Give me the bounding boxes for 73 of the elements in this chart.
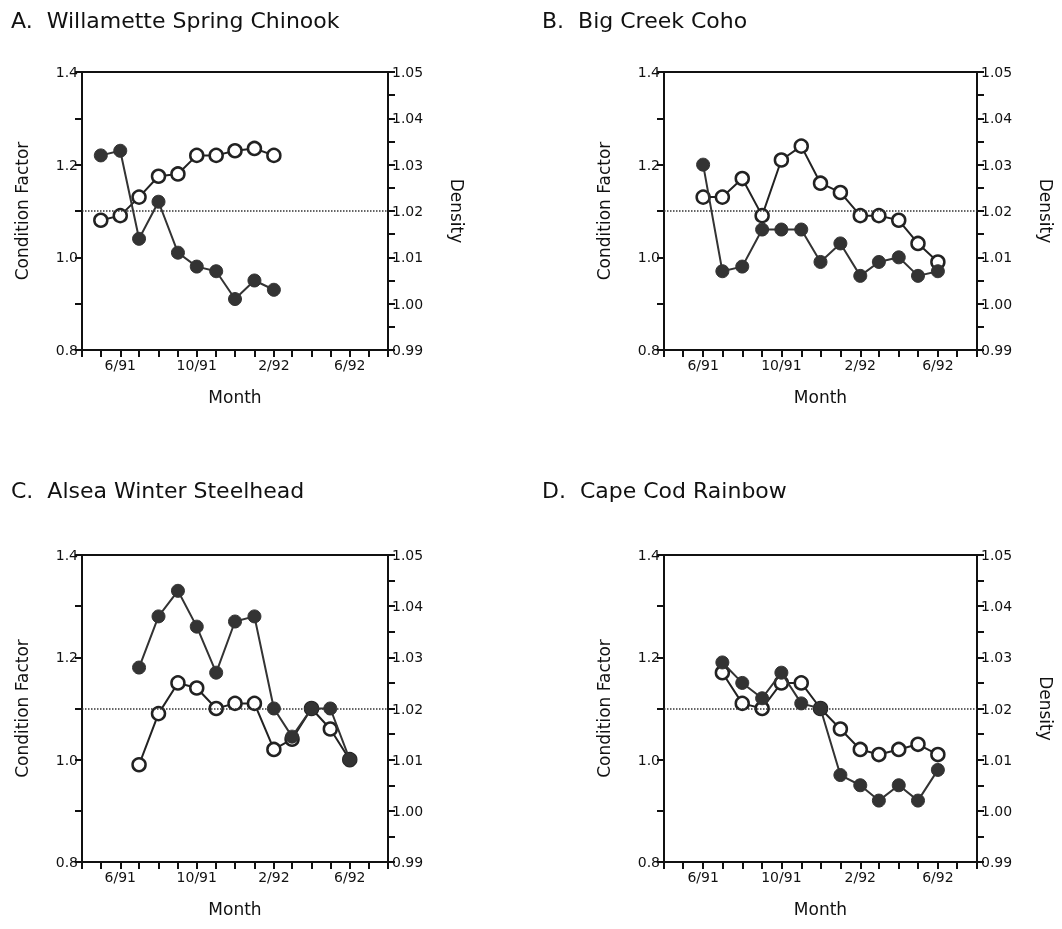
y-axis-title: Condition Factor — [593, 639, 614, 778]
x-tick-label: 6/91 — [104, 869, 136, 885]
y2-tick-label: 1.05 — [392, 547, 424, 563]
y2-tick-label: 1.01 — [392, 751, 424, 768]
y2-tick-label: 1.04 — [981, 110, 1013, 127]
chart-title: B. Big Creek Coho — [542, 7, 748, 33]
y2-tick-label: 0.99 — [981, 854, 1013, 870]
chart-title: C. Alsea Winter Steelhead — [11, 477, 305, 503]
y2-tick-label: 1.03 — [981, 649, 1013, 666]
y2-tick-label: 1.01 — [392, 249, 424, 266]
x-tick-label: 10/91 — [176, 357, 217, 373]
x-axis-title: Month — [208, 898, 262, 919]
y2-tick-label: 1.05 — [392, 64, 424, 80]
y-tick-label: 1.2 — [55, 649, 78, 666]
y2-tick-label: 1.02 — [392, 700, 424, 717]
y2-tick-label: 1.00 — [981, 802, 1013, 819]
y2-tick-label: 1.00 — [392, 295, 424, 312]
x-axis-title: Month — [793, 898, 848, 919]
y2-tick-label: 1.05 — [981, 547, 1013, 563]
y2-tick-label: 0.99 — [392, 854, 424, 870]
y2-axis-title: Density — [1035, 178, 1056, 244]
x-tick-label: 6/92 — [334, 357, 366, 373]
y-tick-label: 0.8 — [55, 854, 78, 870]
y2-tick-label: 1.05 — [981, 64, 1013, 80]
x-tick-label: 6/91 — [687, 869, 719, 885]
x-tick-label: 10/91 — [761, 357, 802, 373]
y2-tick-label: 0.99 — [981, 342, 1013, 358]
x-tick-label: 10/91 — [176, 869, 217, 885]
chart-title: A. Willamette Spring Chinook — [11, 7, 340, 33]
x-axis-title: Month — [793, 386, 848, 407]
chart-title: D. Cape Cod Rainbow — [542, 477, 787, 503]
y2-tick-label: 1.04 — [392, 110, 424, 127]
y-axis-title: Condition Factor — [11, 639, 32, 778]
y2-tick-label: 1.02 — [981, 700, 1013, 717]
y-axis-title: Condition Factor — [11, 141, 32, 281]
y2-tick-label: 1.01 — [981, 751, 1013, 768]
x-tick-label: 6/92 — [922, 357, 954, 373]
x-tick-label: 6/91 — [687, 357, 719, 373]
y2-tick-label: 1.04 — [981, 598, 1013, 615]
y2-axis-title: Density — [1035, 676, 1056, 741]
y-tick-label: 1.4 — [637, 547, 661, 563]
y2-tick-label: 1.04 — [392, 598, 424, 615]
y2-tick-label: 1.00 — [981, 295, 1013, 312]
y-tick-label: 1.4 — [55, 547, 79, 563]
y2-tick-label: 0.99 — [392, 342, 424, 358]
y-tick-label: 1.4 — [637, 64, 661, 80]
y-tick-label: 1.0 — [55, 751, 78, 768]
y-tick-label: 1.0 — [637, 751, 660, 768]
x-tick-label: 2/92 — [844, 357, 876, 373]
y2-axis-title: Density — [446, 178, 467, 244]
x-tick-label: 2/92 — [258, 357, 290, 373]
y-tick-label: 0.8 — [637, 342, 660, 358]
y2-tick-label: 1.02 — [981, 203, 1013, 219]
y2-tick-label: 1.03 — [981, 156, 1013, 173]
x-tick-label: 6/92 — [334, 869, 366, 885]
y2-tick-label: 1.03 — [392, 156, 424, 173]
y-tick-label: 1.2 — [55, 156, 78, 173]
y-tick-label: 0.8 — [55, 342, 78, 358]
y-axis-title: Condition Factor — [593, 141, 614, 281]
x-tick-label: 6/91 — [104, 357, 136, 373]
x-axis-title: Month — [208, 386, 262, 407]
y-tick-label: 1.2 — [637, 649, 660, 666]
x-tick-label: 10/91 — [761, 869, 802, 885]
y2-tick-label: 1.02 — [392, 203, 424, 219]
x-tick-label: 2/92 — [844, 869, 876, 885]
y2-tick-label: 1.01 — [981, 249, 1013, 266]
y-tick-label: 1.2 — [637, 156, 660, 173]
x-tick-label: 2/92 — [258, 869, 290, 885]
y2-tick-label: 1.03 — [392, 649, 424, 666]
y-tick-label: 1.4 — [55, 64, 79, 80]
y-tick-label: 0.8 — [637, 854, 660, 870]
x-tick-label: 6/92 — [922, 869, 954, 885]
y2-tick-label: 1.00 — [392, 802, 424, 819]
